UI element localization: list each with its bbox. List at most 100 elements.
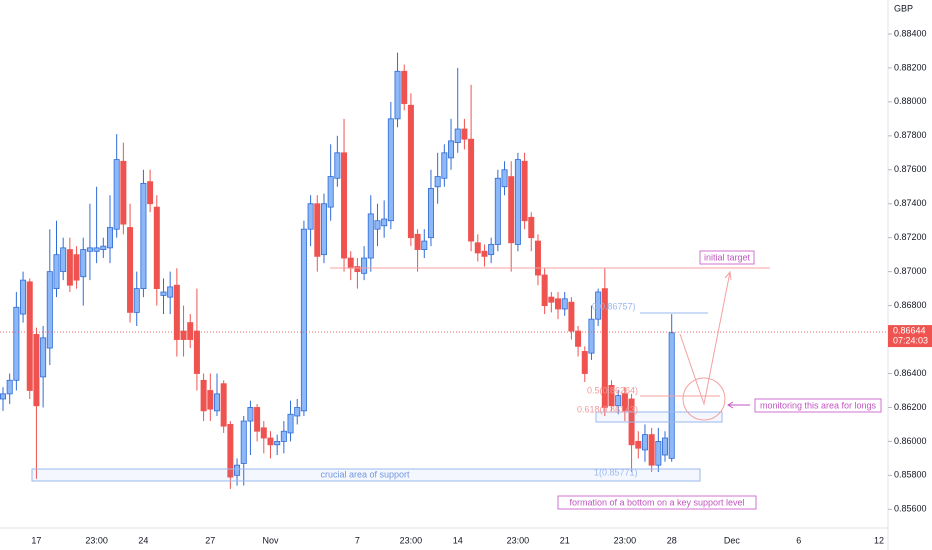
candle-body xyxy=(481,250,488,257)
x-tick-label: 21 xyxy=(560,535,570,545)
y-tick-label: 0.86400 xyxy=(894,368,927,378)
y-tick-label: 0.87600 xyxy=(894,164,927,174)
candle-body xyxy=(588,318,595,354)
candle-body xyxy=(33,334,40,407)
candle-body xyxy=(608,384,615,407)
candle-body xyxy=(648,434,655,466)
support-label: crucial area of support xyxy=(320,469,410,479)
candle-body xyxy=(334,152,341,179)
fib-label: 0.5(0.86264) xyxy=(587,385,638,395)
candle-body xyxy=(387,118,394,222)
x-tick-label: 6 xyxy=(796,535,801,545)
candle-body xyxy=(421,240,428,250)
x-tick-label: 7 xyxy=(355,535,360,545)
x-tick-label: 23:00 xyxy=(400,535,423,545)
candle-body xyxy=(575,330,582,347)
fib-label: 1(0.85771) xyxy=(594,467,638,477)
x-tick-label: 23:00 xyxy=(85,535,108,545)
candle-body xyxy=(260,427,267,439)
candle-body xyxy=(280,430,287,442)
support-zone xyxy=(31,468,701,482)
candle-body xyxy=(213,393,220,412)
y-tick-label: 0.85600 xyxy=(894,504,927,514)
target-circle xyxy=(682,377,726,421)
candle-body xyxy=(461,128,468,140)
note-box xyxy=(557,495,757,510)
candle-body xyxy=(367,213,374,259)
candle-body xyxy=(133,288,140,313)
candle-body xyxy=(655,441,662,466)
candle-body xyxy=(40,337,47,378)
candle-body xyxy=(20,279,27,315)
candle-body xyxy=(361,257,368,274)
candle-body xyxy=(354,266,361,273)
fib-label: 0.618(0.86143) xyxy=(577,404,638,414)
candle-body xyxy=(220,383,227,427)
candle-body xyxy=(581,351,588,374)
candle-body xyxy=(407,104,414,239)
candle-body xyxy=(153,206,160,290)
axes: 0.85600 0.85800 0.86000 0.86200 0.86400 0.866… xyxy=(31,28,932,545)
candle-body xyxy=(541,274,548,306)
candle-body xyxy=(320,203,327,256)
candle-body xyxy=(120,160,127,225)
y-tick-label: 0.87000 xyxy=(894,266,927,276)
y-tick-label: 0.87800 xyxy=(894,130,927,140)
candle-body xyxy=(274,441,281,446)
arrow-head xyxy=(724,270,732,281)
candle-body xyxy=(374,220,381,230)
candle-body xyxy=(234,464,241,476)
candle-body xyxy=(474,242,481,254)
candle-body xyxy=(381,218,388,227)
last-price-tag xyxy=(888,325,932,348)
candle-body xyxy=(548,296,555,303)
candle-body xyxy=(227,424,234,478)
y-tick-label: 0.88400 xyxy=(894,28,927,38)
candle-body xyxy=(534,240,541,276)
candle-body xyxy=(147,181,154,205)
candle-body xyxy=(414,233,421,250)
candle-body xyxy=(555,298,562,310)
note-text: monitoring this area for longs xyxy=(760,400,877,410)
x-tick-label: 27 xyxy=(205,535,215,545)
candle-body xyxy=(86,247,93,252)
candle-body xyxy=(287,413,294,434)
y-tick-label: 0.87200 xyxy=(894,232,927,242)
candle-body xyxy=(53,254,60,290)
candle-body xyxy=(528,216,535,239)
candle-body xyxy=(347,257,354,269)
candle-body xyxy=(46,271,53,349)
candle-body xyxy=(327,176,334,208)
x-tick-label: 23:00 xyxy=(507,535,530,545)
x-tick-label: Nov xyxy=(262,535,279,545)
candle-body xyxy=(180,330,187,340)
x-tick-label: 23:00 xyxy=(614,535,637,545)
note-box xyxy=(754,398,882,413)
x-tick-label: 28 xyxy=(667,535,677,545)
candle-body xyxy=(501,169,508,188)
candle-body xyxy=(247,407,254,422)
fib-zone xyxy=(595,411,723,423)
candle-body xyxy=(106,227,113,249)
candle-body xyxy=(521,160,528,222)
last-price-label: 0.86644 xyxy=(893,325,926,335)
x-tick-label: 17 xyxy=(31,535,41,545)
candle-body xyxy=(662,437,669,456)
projection-arrow xyxy=(679,271,731,406)
candle-body xyxy=(267,437,274,446)
candle-body xyxy=(394,70,401,120)
candle-body xyxy=(60,247,67,273)
candle-body xyxy=(468,138,475,242)
candle-body xyxy=(100,245,107,250)
candle-body xyxy=(26,281,33,391)
candle-body xyxy=(307,203,314,230)
y-tick-label: 0.85800 xyxy=(894,470,927,480)
candle-body xyxy=(448,140,455,159)
candle-body xyxy=(167,286,174,298)
candle-body xyxy=(488,244,495,256)
candle-body xyxy=(13,306,20,381)
y-tick-label: 0.86200 xyxy=(894,402,927,412)
candle-body xyxy=(6,379,13,395)
candle-body xyxy=(140,182,147,290)
